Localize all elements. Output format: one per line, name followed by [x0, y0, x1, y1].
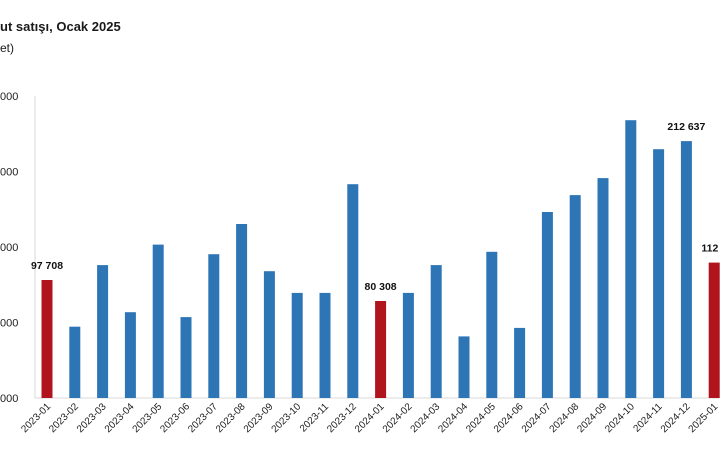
- bar-2024-11: [653, 149, 665, 398]
- bar-2024-08: [569, 195, 581, 398]
- x-tick-label: 2024-12: [659, 401, 693, 435]
- x-tick-label: 2023-04: [103, 401, 137, 435]
- bar-2023-10: [291, 292, 303, 398]
- data-label: 97 708: [31, 260, 63, 272]
- x-tick-label: 2023-10: [270, 401, 304, 435]
- bar-2024-04: [458, 336, 470, 398]
- x-tick-label: 2024-10: [603, 401, 637, 435]
- bar-2023-11: [319, 292, 331, 398]
- x-tick-label: 2023-08: [214, 401, 248, 435]
- x-tick-label: 2024-01: [353, 401, 387, 435]
- bar-2023-07: [208, 254, 220, 398]
- bar-2023-08: [236, 224, 248, 398]
- y-tick-label: 000: [0, 318, 18, 330]
- y-tick-label: 000: [0, 167, 18, 179]
- x-tick-label: 2024-07: [520, 401, 554, 435]
- bar-2023-02: [69, 326, 81, 398]
- x-tick-label: 2023-02: [47, 401, 81, 435]
- data-label: 112 1: [701, 243, 720, 255]
- x-tick-label: 2023-05: [131, 401, 165, 435]
- x-tick-label: 2023-07: [186, 401, 220, 435]
- bar-2025-01: [708, 262, 720, 398]
- bar-2024-02: [402, 292, 414, 398]
- data-labels: 97 708 80 308 212 637 112 1: [31, 121, 720, 293]
- y-tick-label: 000: [0, 242, 18, 254]
- bar-2024-05: [486, 251, 498, 398]
- x-tick-label: 2024-08: [548, 401, 582, 435]
- bars: [41, 120, 720, 398]
- bar-2023-12: [347, 184, 359, 398]
- x-tick-label: 2024-03: [409, 401, 443, 435]
- x-tick-label: 2023-06: [158, 401, 192, 435]
- x-tick-label: 2024-02: [381, 401, 415, 435]
- bar-2024-06: [514, 327, 526, 398]
- bar-2023-01: [41, 280, 53, 398]
- x-tick-label: 2024-04: [436, 401, 470, 435]
- y-tick-labels: 000 000 000 000 000: [0, 91, 18, 405]
- bar-2024-01: [375, 301, 387, 398]
- bar-2023-09: [263, 271, 275, 398]
- bar-2024-12: [680, 141, 692, 398]
- x-tick-labels: 2023-012023-022023-032023-042023-052023-…: [19, 401, 720, 435]
- x-tick-label: 2023-09: [242, 401, 276, 435]
- y-tick-label: 000: [0, 91, 18, 103]
- bar-2024-03: [430, 265, 442, 398]
- chart-title: ut satışı, Ocak 2025: [0, 19, 121, 34]
- x-tick-label: 2023-01: [19, 401, 53, 435]
- bar-2024-07: [541, 212, 553, 398]
- data-label: 212 637: [667, 121, 705, 133]
- bar-2023-05: [152, 244, 164, 398]
- x-tick-label: 2024-06: [492, 401, 526, 435]
- x-tick-label: 2024-05: [464, 401, 498, 435]
- x-tick-label: 2023-12: [325, 401, 359, 435]
- y-tick-label: 000: [0, 393, 18, 405]
- chart-subtitle: et): [0, 41, 15, 55]
- bar-2023-04: [124, 312, 136, 398]
- data-label: 80 308: [365, 281, 397, 293]
- bar-2024-10: [625, 120, 637, 398]
- bar-2023-03: [97, 265, 109, 398]
- x-tick-label: 2025-01: [687, 401, 720, 435]
- x-tick-label: 2023-03: [75, 401, 109, 435]
- bar-2023-06: [180, 317, 192, 398]
- bar-2024-09: [597, 178, 609, 398]
- x-tick-label: 2024-09: [575, 401, 609, 435]
